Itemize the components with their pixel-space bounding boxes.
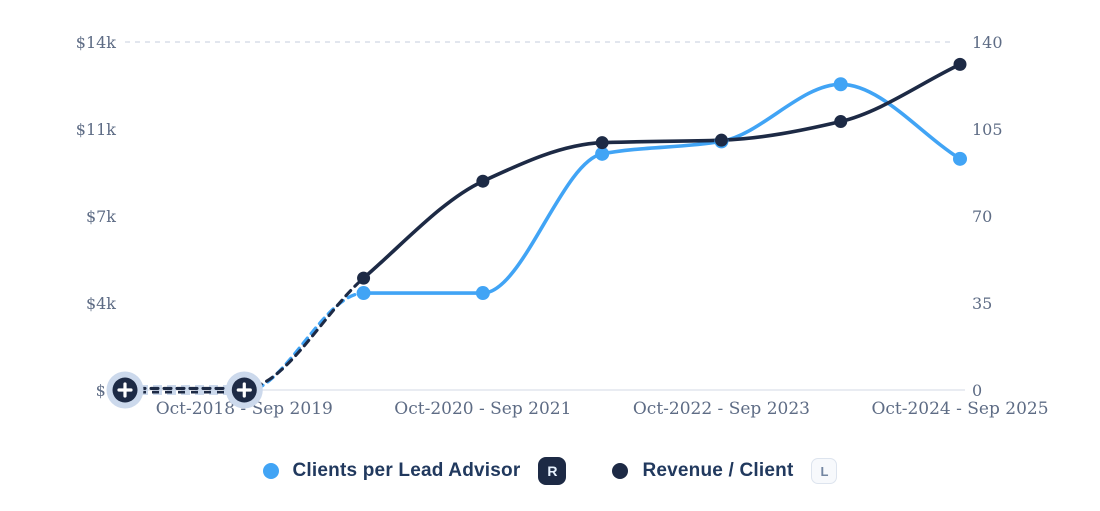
data-point-clients[interactable] — [953, 151, 967, 166]
x-axis-tick: Oct-2018 - Sep 2019 — [156, 399, 333, 419]
data-point-revenue[interactable] — [357, 271, 371, 285]
series-clients-line — [361, 82, 962, 295]
data-point-clients[interactable] — [833, 77, 848, 92]
data-point-revenue[interactable] — [834, 115, 848, 129]
legend-dot-navy — [612, 463, 629, 479]
y-axis-tick-right: 70 — [972, 207, 992, 226]
y-axis-tick-left: $7k — [86, 207, 116, 226]
legend-item-clients-per-lead-advisor[interactable]: Clients per Lead Advisor R — [262, 457, 567, 485]
left-axis-badge[interactable]: L — [811, 458, 838, 484]
chart-legend: Clients per Lead Advisor R Revenue / Cli… — [0, 457, 1100, 485]
legend-dot-blue — [262, 463, 279, 479]
y-axis-tick-left: $14k — [76, 33, 117, 52]
data-point-clients[interactable] — [356, 286, 371, 301]
data-point-revenue[interactable] — [953, 57, 967, 71]
y-axis-tick-right: 35 — [972, 294, 992, 313]
series-clients-dashed-segment — [242, 291, 366, 394]
x-axis-tick: Oct-2020 - Sep 2021 — [394, 399, 571, 419]
right-axis-badge[interactable]: R — [538, 457, 567, 485]
data-point-clients[interactable] — [595, 146, 610, 161]
x-axis-tick: Oct-2022 - Sep 2023 — [633, 399, 810, 419]
legend-label-clients: Clients per Lead Advisor — [292, 460, 521, 481]
data-point-clients[interactable] — [475, 286, 490, 301]
y-axis-tick-right: 105 — [972, 120, 1003, 139]
legend-label-revenue: Revenue / Client — [642, 460, 794, 481]
data-point-revenue[interactable] — [476, 174, 490, 188]
legend-item-revenue-per-client[interactable]: Revenue / Client L — [612, 458, 838, 484]
y-axis-tick-right: 0 — [972, 381, 982, 400]
y-axis-tick-left: $4k — [86, 294, 116, 313]
x-axis-tick: Oct-2024 - Sep 2025 — [871, 399, 1048, 419]
y-axis-tick-right: 140 — [972, 33, 1003, 52]
series-revenue-line — [361, 62, 962, 280]
y-axis-tick-left: $11k — [76, 120, 117, 139]
data-point-revenue[interactable] — [595, 136, 609, 150]
data-point-revenue[interactable] — [714, 133, 728, 147]
